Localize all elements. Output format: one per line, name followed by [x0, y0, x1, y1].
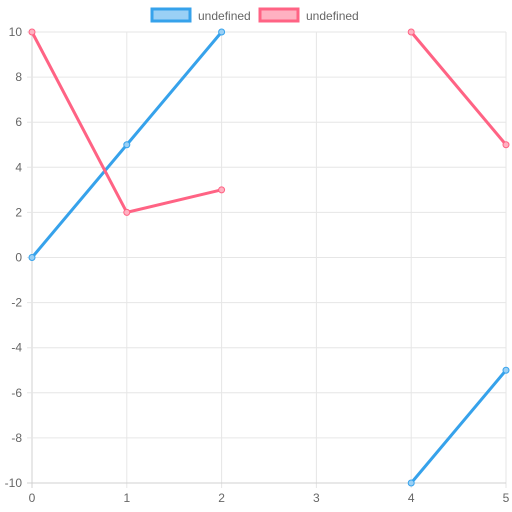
- x-tick-label: 1: [123, 491, 130, 505]
- legend-swatch: [150, 7, 192, 23]
- x-tick-label: 3: [313, 491, 320, 505]
- legend-item-2[interactable]: undefined: [258, 7, 359, 23]
- y-tick-label: -8: [11, 431, 22, 445]
- series-2-point[interactable]: [407, 28, 415, 36]
- x-axis: 0 1 2 3 4 5: [29, 491, 510, 505]
- y-tick-label: 4: [15, 160, 22, 174]
- legend-label: undefined: [198, 9, 251, 23]
- y-tick-label: -2: [11, 296, 22, 310]
- series-1-line: [410, 369, 508, 484]
- series-points: [28, 28, 510, 487]
- y-tick-label: 10: [9, 25, 23, 39]
- chart-grid: [27, 31, 507, 488]
- legend-label: undefined: [306, 9, 359, 23]
- x-tick-label: 4: [408, 491, 415, 505]
- y-tick-label: -4: [11, 341, 22, 355]
- series-2-point[interactable]: [218, 186, 226, 194]
- series-1-point[interactable]: [218, 28, 226, 36]
- x-tick-label: 0: [29, 491, 36, 505]
- y-tick-label: -6: [11, 386, 22, 400]
- x-tick-label: 5: [503, 491, 510, 505]
- y-tick-label: -10: [5, 476, 23, 490]
- x-tick-label: 2: [218, 491, 225, 505]
- series-2-point[interactable]: [502, 141, 510, 149]
- y-tick-label: 6: [15, 115, 22, 129]
- y-tick-label: 0: [15, 251, 22, 265]
- series-1-point[interactable]: [28, 254, 36, 261]
- series-2-line: [410, 31, 508, 146]
- legend-item-1[interactable]: undefined: [150, 7, 251, 23]
- series-1-point[interactable]: [123, 141, 131, 149]
- legend-swatch: [258, 7, 300, 23]
- series-2-point[interactable]: [28, 28, 36, 36]
- y-tick-label: 2: [15, 205, 22, 219]
- series-1-point[interactable]: [407, 479, 415, 487]
- series-2-point[interactable]: [123, 208, 131, 216]
- y-axis: 10 8 6 4 2 0 -2 -4 -6 -8 -10: [5, 25, 23, 490]
- series-1-point[interactable]: [502, 366, 510, 374]
- y-tick-label: 8: [15, 70, 22, 84]
- legend[interactable]: undefined undefined: [150, 7, 359, 23]
